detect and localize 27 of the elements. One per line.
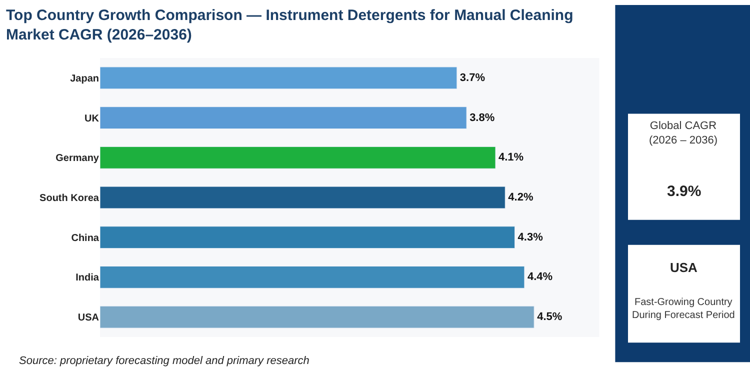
bar xyxy=(100,306,534,328)
data-label: 3.8% xyxy=(470,112,495,124)
text: Global CAGR (2026 – 2036) xyxy=(649,120,718,146)
bar xyxy=(100,146,496,169)
bar xyxy=(100,66,458,90)
bar xyxy=(100,106,467,129)
y-tick-label: India xyxy=(76,272,100,284)
data-label: 4.4% xyxy=(527,271,553,284)
y-tick-label: South Korea xyxy=(40,193,100,204)
text: USA xyxy=(670,260,698,275)
bar xyxy=(100,186,506,209)
bar xyxy=(100,226,516,249)
data-label: 4.5% xyxy=(537,311,562,324)
text: 3.9% xyxy=(667,183,702,200)
data-label: 3.7% xyxy=(460,72,486,84)
source-note: Source: proprietary forecasting model and primary research xyxy=(19,355,310,367)
y-tick-label: USA xyxy=(78,312,99,324)
y-tick-label: Japan xyxy=(70,73,99,84)
bar xyxy=(100,266,525,288)
chart-title: Top Country Growth Comparison — Instrument Detergents for Manual Cleaning Market CAGR (2026–2036) xyxy=(6,7,574,44)
y-tick-label: China xyxy=(71,232,100,244)
text: Fast-Growing Country During Forecast Period xyxy=(632,297,735,321)
data-label: 4.1% xyxy=(498,152,524,164)
data-label: 4.2% xyxy=(508,192,534,204)
y-tick-label: Germany xyxy=(56,153,100,164)
y-tick-label: UK xyxy=(84,113,100,124)
data-label: 4.3% xyxy=(518,231,544,244)
